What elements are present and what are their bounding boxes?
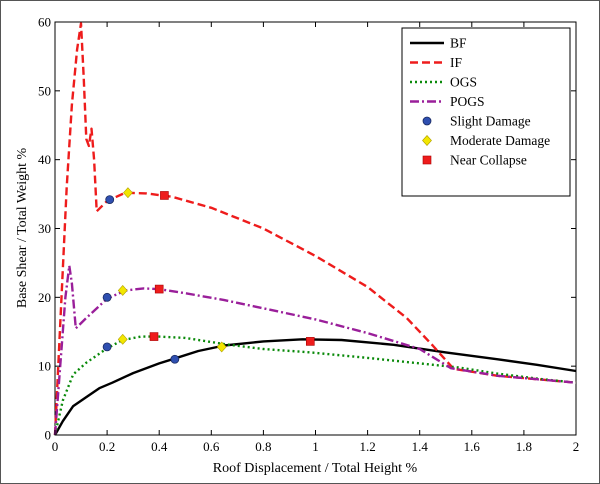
y-tick-label: 30 [38,221,51,236]
slight-damage-marker [102,342,112,352]
legend-label-bf: BF [450,36,467,51]
y-axis-label: Base Shear / Total Weight % [15,148,30,309]
x-axis-ticks: 0 0.2 0.4 0.6 0.8 1 1.2 1.4 1.6 1.8 2 [52,22,580,454]
x-tick-label: 1 [312,439,319,454]
series-line-ogs [53,335,577,436]
moderate-damage-marker [117,333,128,345]
y-tick-label: 60 [38,15,51,30]
series-line-bf [53,338,577,436]
x-tick-label: 1.4 [412,439,429,454]
y-tick-label: 10 [38,359,51,374]
x-tick-label: 2 [573,439,580,454]
legend-label-moderate-damage: Moderate Damage [450,133,550,148]
x-tick-label: 0 [52,439,59,454]
legend-label-pogs: POGS [450,94,485,109]
x-tick-label: 1.2 [359,439,375,454]
series-line-pogs [53,264,577,436]
slight-damage-marker [170,354,180,364]
y-tick-label: 0 [45,428,52,443]
moderate-damage-marker [117,285,128,296]
legend-swatch-near-collapse [422,155,432,165]
y-tick-label: 40 [38,152,51,167]
x-tick-label: 0.2 [99,439,115,454]
y-tick-label: 20 [38,290,51,305]
legend-label-if: IF [450,55,462,70]
near-collapse-marker [160,191,169,200]
y-tick-label: 50 [38,83,51,98]
marker-layer [102,187,315,364]
legend: BF IF OGS POGS Slight Damage Moderate Damage N… [401,27,571,197]
near-collapse-marker [154,284,164,294]
moderate-damage-marker [216,341,227,353]
legend-swatch-slight-damage [422,116,432,126]
near-collapse-marker [305,337,315,346]
legend-label-slight-damage: Slight Damage [450,114,531,129]
legend-label-near-collapse: Near Collapse [450,153,527,168]
x-tick-label: 0.8 [255,439,271,454]
moderate-damage-marker [123,187,133,199]
x-tick-label: 1.8 [516,439,532,454]
legend-box [401,27,571,197]
x-axis-label: Roof Displacement / Total Height % [213,461,418,476]
x-tick-label: 0.4 [151,439,168,454]
slight-damage-marker [105,195,115,204]
x-tick-label: 0.6 [203,439,220,454]
y-axis-ticks: 0 10 20 30 40 50 60 [38,15,576,443]
slight-damage-marker [102,292,112,302]
legend-swatch-moderate-damage [422,135,432,146]
near-collapse-marker [149,332,159,341]
x-tick-label: 1.6 [464,439,481,454]
legend-label-ogs: OGS [450,75,477,90]
